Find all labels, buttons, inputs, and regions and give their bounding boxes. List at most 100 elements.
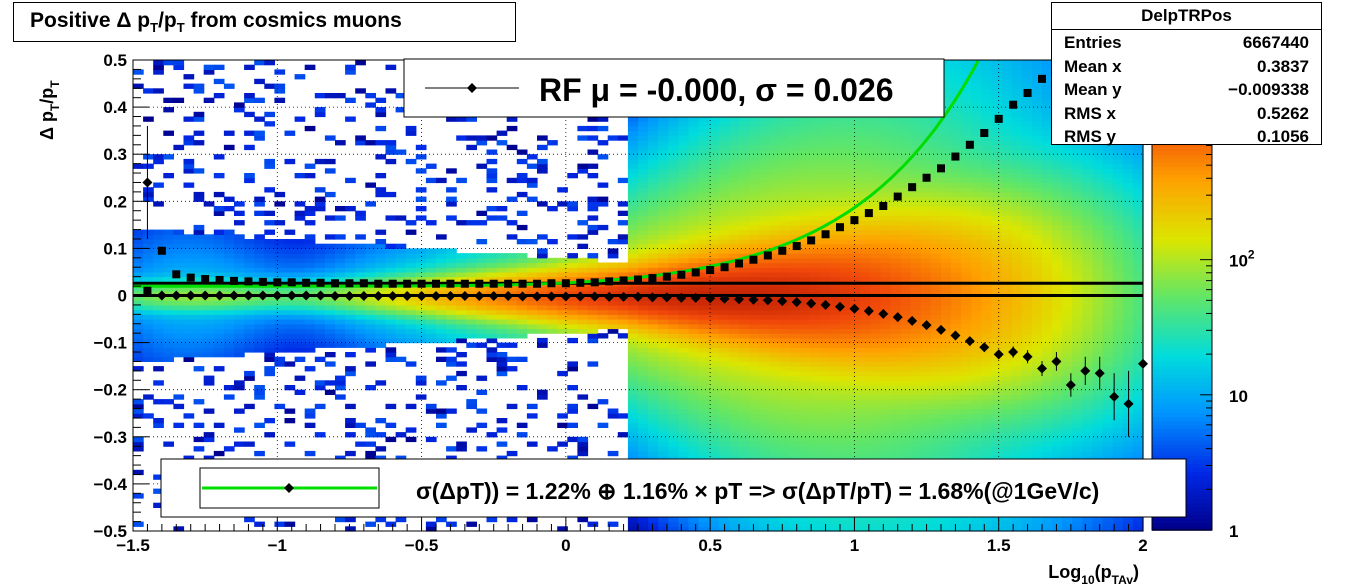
heatmap-cell — [769, 224, 780, 231]
heatmap-cell — [759, 130, 770, 136]
heatmap-cell — [728, 276, 740, 282]
heatmap-cell — [789, 196, 801, 202]
heatmap-cell — [688, 314, 700, 320]
heatmap-cell — [769, 191, 780, 198]
heatmap-cell — [829, 125, 841, 132]
heatmap-cell — [223, 130, 235, 136]
heatmap-cell — [728, 182, 740, 188]
heatmap-cell — [658, 220, 669, 226]
heatmap-cell — [728, 144, 740, 151]
heatmap-cell — [213, 173, 225, 179]
heatmap-cell — [375, 446, 387, 452]
heatmap-cell — [941, 408, 952, 414]
heatmap-cell — [718, 125, 730, 132]
heatmap-cell — [769, 526, 780, 532]
heatmap-cell — [819, 385, 831, 391]
heatmap-cell — [829, 210, 841, 216]
heatmap-cell — [941, 370, 952, 377]
heatmap-cell — [678, 140, 690, 146]
heatmap-cell — [850, 427, 861, 433]
heatmap-cell — [658, 206, 669, 212]
heatmap-cell — [648, 436, 659, 443]
heatmap-cell — [587, 309, 599, 315]
heatmap-cell — [870, 314, 881, 320]
heatmap-cell — [203, 319, 215, 325]
heatmap-cell — [547, 323, 558, 330]
heatmap-cell — [769, 158, 780, 165]
heatmap-cell — [749, 135, 760, 141]
heatmap-cell — [840, 337, 851, 344]
heatmap-cell — [860, 220, 871, 226]
heatmap-cell — [385, 253, 397, 259]
heatmap-cell — [870, 234, 881, 240]
heatmap-cell — [466, 304, 477, 311]
heatmap-cell — [708, 427, 720, 433]
heatmap-cell — [627, 370, 639, 377]
heatmap-cell — [375, 257, 387, 264]
heatmap-cell — [920, 314, 932, 320]
heatmap-cell — [870, 380, 881, 386]
heatmap-cell — [436, 267, 447, 273]
heatmap-cell — [910, 257, 922, 264]
heatmap-cell — [698, 187, 710, 193]
heatmap-cell — [779, 239, 791, 245]
heatmap-cell — [890, 149, 902, 155]
heatmap-cell — [910, 125, 922, 132]
heatmap-cell — [860, 380, 871, 386]
heatmap-cell — [274, 201, 286, 207]
heatmap-cell — [870, 130, 881, 136]
heatmap-cell — [577, 163, 589, 169]
heatmap-cell — [890, 295, 902, 301]
heatmap-cell — [516, 224, 528, 231]
heatmap-cell — [900, 121, 912, 127]
heatmap-cell — [809, 154, 821, 160]
heatmap-cell — [728, 446, 740, 452]
heatmap-cell — [718, 380, 730, 386]
heatmap-cell — [587, 323, 599, 330]
heatmap-cell — [173, 239, 185, 245]
heatmap-cell — [627, 290, 639, 297]
heatmap-cell — [718, 309, 730, 315]
heatmap-cell — [658, 234, 669, 240]
heatmap-cell — [739, 441, 750, 447]
heatmap-cell — [678, 333, 690, 339]
heatmap-cell — [698, 361, 710, 367]
heatmap-cell — [920, 309, 932, 315]
heatmap-cell — [860, 319, 871, 325]
heatmap-cell — [698, 286, 710, 292]
heatmap-cell — [789, 267, 801, 273]
heatmap-cell — [627, 342, 639, 348]
heatmap-cell — [910, 116, 922, 122]
heatmap-cell — [739, 333, 750, 339]
heatmap-cell — [860, 262, 871, 268]
heatmap-cell — [567, 234, 578, 240]
heatmap-cell — [840, 380, 851, 386]
heatmap-cell — [779, 130, 791, 136]
heatmap-cell — [668, 347, 679, 353]
heatmap-cell — [870, 328, 881, 334]
heatmap-cell — [678, 163, 690, 169]
heatmap-cell — [739, 403, 750, 410]
heatmap-cell — [476, 304, 488, 311]
heatmap-cell — [345, 243, 356, 249]
heatmap-cell — [284, 521, 296, 527]
heatmap-cell — [890, 413, 902, 419]
heatmap-cell — [375, 248, 387, 254]
heatmap-cell — [890, 403, 902, 410]
heatmap-cell — [638, 309, 649, 315]
heatmap-cell — [627, 158, 639, 165]
heatmap-cell — [779, 319, 791, 325]
heatmap-cell — [678, 370, 690, 377]
heatmap-cell — [658, 116, 669, 122]
heatmap-cell — [486, 149, 498, 155]
heatmap-cell — [688, 234, 700, 240]
heatmap-cell — [688, 116, 700, 122]
heatmap-cell — [183, 314, 195, 320]
heatmap-cell — [668, 370, 679, 377]
heatmap-cell — [577, 286, 589, 292]
heatmap-cell — [577, 257, 589, 264]
heatmap-cell — [728, 394, 740, 400]
heatmap-cell — [850, 333, 861, 339]
heatmap-cell — [587, 304, 599, 311]
heatmap-cell — [708, 347, 720, 353]
